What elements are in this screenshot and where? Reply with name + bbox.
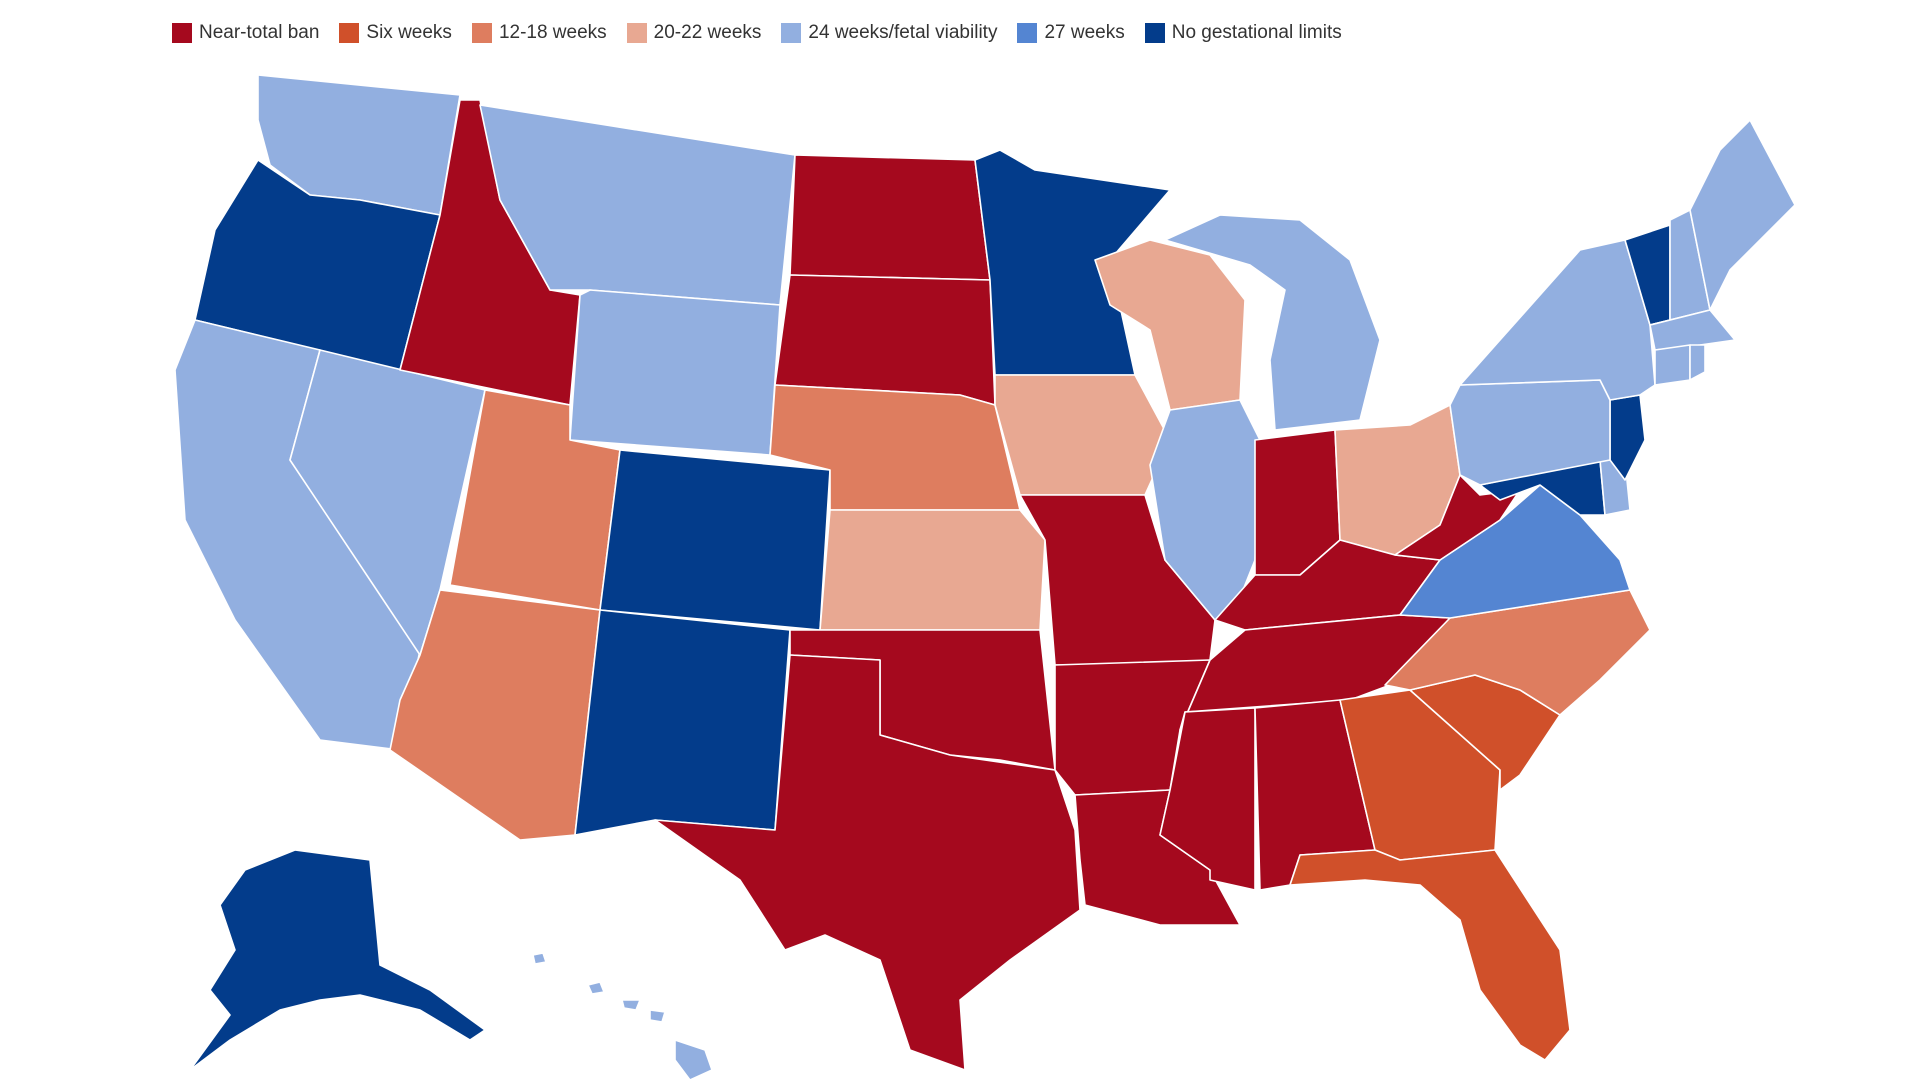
state-ks[interactable]: [819, 509, 1046, 631]
state-mi[interactable]: [1164, 214, 1381, 431]
legend-swatch-near-total-ban: [172, 23, 192, 43]
state-hi-2[interactable]: [587, 981, 605, 995]
legend-label-20-22-weeks: 20-22 weeks: [653, 22, 762, 43]
legend-item-24-weeks-viability: 24 weeks/fetal viability: [781, 22, 997, 44]
legend-label-six-weeks: Six weeks: [366, 22, 452, 43]
legend-item-near-total-ban: Near-total ban: [172, 22, 319, 44]
legend-label-12-18-weeks: 12-18 weeks: [498, 22, 607, 43]
legend-label-no-gestational-limits: No gestational limits: [1171, 22, 1342, 43]
legend-item-20-22-weeks: 20-22 weeks: [626, 22, 762, 44]
state-ct[interactable]: [1654, 344, 1691, 386]
legend-label-27-weeks: 27 weeks: [1044, 22, 1125, 43]
state-va[interactable]: [1399, 484, 1631, 619]
legend-item-six-weeks: Six weeks: [339, 22, 452, 44]
map-legend: Near-total ban Six weeks 12-18 weeks 20-…: [172, 22, 1342, 44]
state-ny[interactable]: [1459, 239, 1656, 401]
state-nj[interactable]: [1609, 394, 1646, 481]
state-hi-4[interactable]: [649, 1009, 666, 1023]
legend-label-24-weeks-viability: 24 weeks/fetal viability: [808, 22, 998, 43]
legend-swatch-27-weeks: [1017, 23, 1038, 43]
state-ri[interactable]: [1689, 344, 1706, 381]
state-nm[interactable]: [574, 609, 791, 836]
state-hi-3[interactable]: [621, 999, 641, 1011]
state-sd[interactable]: [774, 274, 996, 406]
state-fl[interactable]: [1289, 849, 1571, 1061]
state-ak[interactable]: [189, 849, 486, 1071]
state-nd[interactable]: [789, 154, 991, 281]
legend-swatch-12-18-weeks: [471, 23, 492, 43]
legend-swatch-24-weeks-viability: [781, 23, 802, 43]
state-hi-5[interactable]: [674, 1039, 713, 1080]
legend-item-27-weeks: 27 weeks: [1017, 22, 1125, 44]
state-ms[interactable]: [1159, 707, 1256, 891]
legend-swatch-20-22-weeks: [626, 23, 647, 43]
state-co[interactable]: [599, 449, 831, 631]
legend-swatch-no-gestational-limits: [1144, 23, 1165, 43]
state-wy[interactable]: [569, 289, 781, 456]
state-tx[interactable]: [654, 654, 1081, 1071]
state-ia[interactable]: [994, 374, 1171, 496]
state-me[interactable]: [1689, 119, 1796, 311]
state-ma[interactable]: [1649, 309, 1736, 351]
legend-item-12-18-weeks: 12-18 weeks: [471, 22, 607, 44]
legend-swatch-six-weeks: [339, 23, 360, 43]
legend-item-no-gestational-limits: No gestational limits: [1144, 22, 1342, 44]
legend-label-near-total-ban: Near-total ban: [199, 22, 320, 43]
state-hi-1[interactable]: [532, 952, 547, 965]
